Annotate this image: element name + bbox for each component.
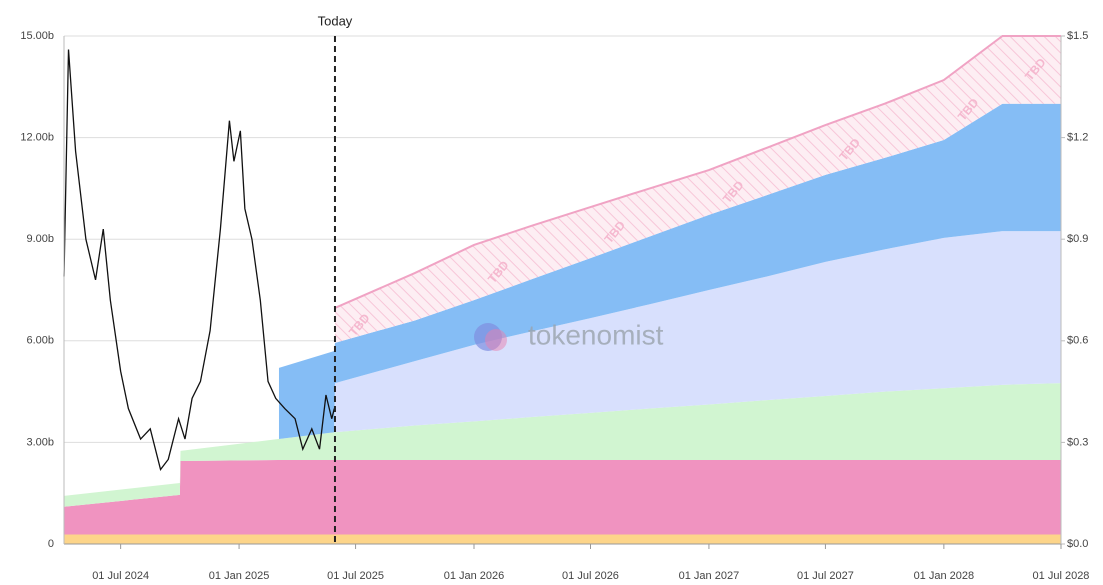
x-tick-label: 01 Jul 2025: [327, 570, 384, 582]
y-tick-label: 0: [48, 538, 54, 550]
x-tick-label: 01 Jan 2025: [209, 570, 270, 582]
x-tick-label: 01 Jul 2028: [1033, 570, 1090, 582]
x-tick-label: 01 Jul 2027: [797, 570, 854, 582]
y2-tick-label: $1.5: [1067, 30, 1088, 42]
y-tick-label: 6.00b: [26, 335, 54, 347]
areas: [64, 35, 1062, 544]
area: [334, 36, 1061, 343]
y-tick-label: 9.00b: [26, 233, 54, 245]
x-tick-label: 01 Jul 2026: [562, 570, 619, 582]
y2-tick-label: $0.9: [1067, 233, 1088, 245]
y-tick-label: 12.00b: [20, 132, 54, 144]
x-tick-label: 01 Jan 2027: [679, 570, 740, 582]
watermark: tokenomist: [528, 319, 664, 350]
x-tick-label: 01 Jan 2028: [914, 570, 975, 582]
area: [334, 231, 1061, 433]
area: [278, 103, 1062, 440]
y2-tick-label: $0.3: [1067, 436, 1088, 448]
today-label: Today: [318, 13, 353, 28]
area: [64, 534, 1061, 544]
y2-tick-label: $0.6: [1067, 335, 1088, 347]
watermark-logo: [485, 329, 507, 351]
x-tick-label: 01 Jan 2026: [444, 570, 505, 582]
price-line: [63, 49, 335, 471]
y2-tick-label: $1.2: [1067, 132, 1088, 144]
x-tick-label: 01 Jul 2024: [92, 570, 149, 582]
y2-tick-label: $0.0: [1067, 538, 1088, 550]
area-outline: [334, 35, 1061, 309]
y-tick-label: 3.00b: [26, 436, 54, 448]
y-tick-label: 15.00b: [20, 30, 54, 42]
area: [64, 383, 1061, 507]
area: [64, 460, 1061, 535]
